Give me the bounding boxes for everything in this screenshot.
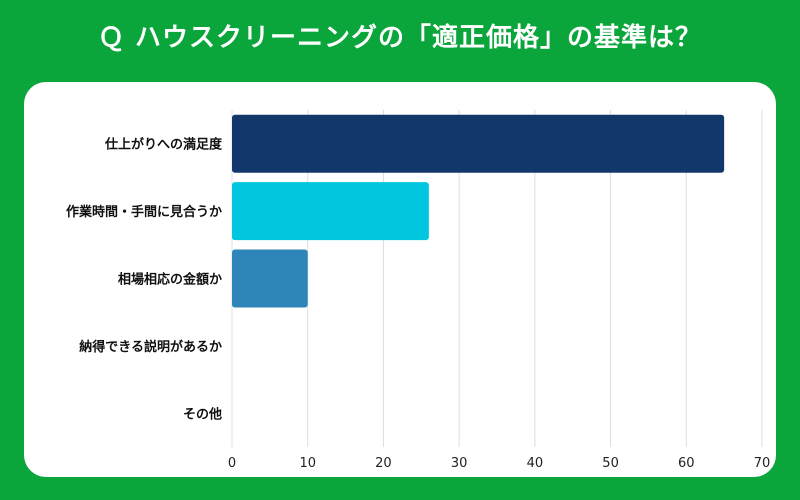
x-tick-label-60: 60 xyxy=(678,456,695,471)
category-label-4: その他 xyxy=(183,406,222,422)
category-label-0: 仕上がりへの満足度 xyxy=(104,137,223,153)
x-tick-label-10: 10 xyxy=(299,456,316,471)
bar-2 xyxy=(232,249,308,308)
x-tick-label-20: 20 xyxy=(375,456,392,471)
category-labels: 仕上がりへの満足度作業時間・手間に見合うか相場相応の金額か納得できる説明があるか… xyxy=(66,137,223,423)
chart-card: 仕上がりへの満足度作業時間・手間に見合うか相場相応の金額か納得できる説明があるか… xyxy=(24,82,776,477)
category-label-1: 作業時間・手間に見合うか xyxy=(66,204,222,220)
x-tick-label-70: 70 xyxy=(754,456,771,471)
bars xyxy=(232,114,725,308)
chart-title: Ｑ ハウスクリーニングの「適正価格」の基準は？ xyxy=(97,23,703,53)
bar-1 xyxy=(232,182,429,241)
bar-chart: 仕上がりへの満足度作業時間・手間に見合うか相場相応の金額か納得できる説明があるか… xyxy=(66,110,770,471)
x-tick-label-0: 0 xyxy=(228,456,236,471)
x-tick-label-30: 30 xyxy=(451,456,468,471)
x-tick-label-50: 50 xyxy=(602,456,619,471)
category-label-2: 相場相応の金額か xyxy=(118,272,222,288)
category-label-3: 納得できる説明があるか xyxy=(79,339,222,355)
x-tick-label-40: 40 xyxy=(527,456,544,471)
x-axis-tick-labels: 0 10 20 30 40 50 60 70 xyxy=(228,456,770,471)
bar-0 xyxy=(232,114,725,173)
